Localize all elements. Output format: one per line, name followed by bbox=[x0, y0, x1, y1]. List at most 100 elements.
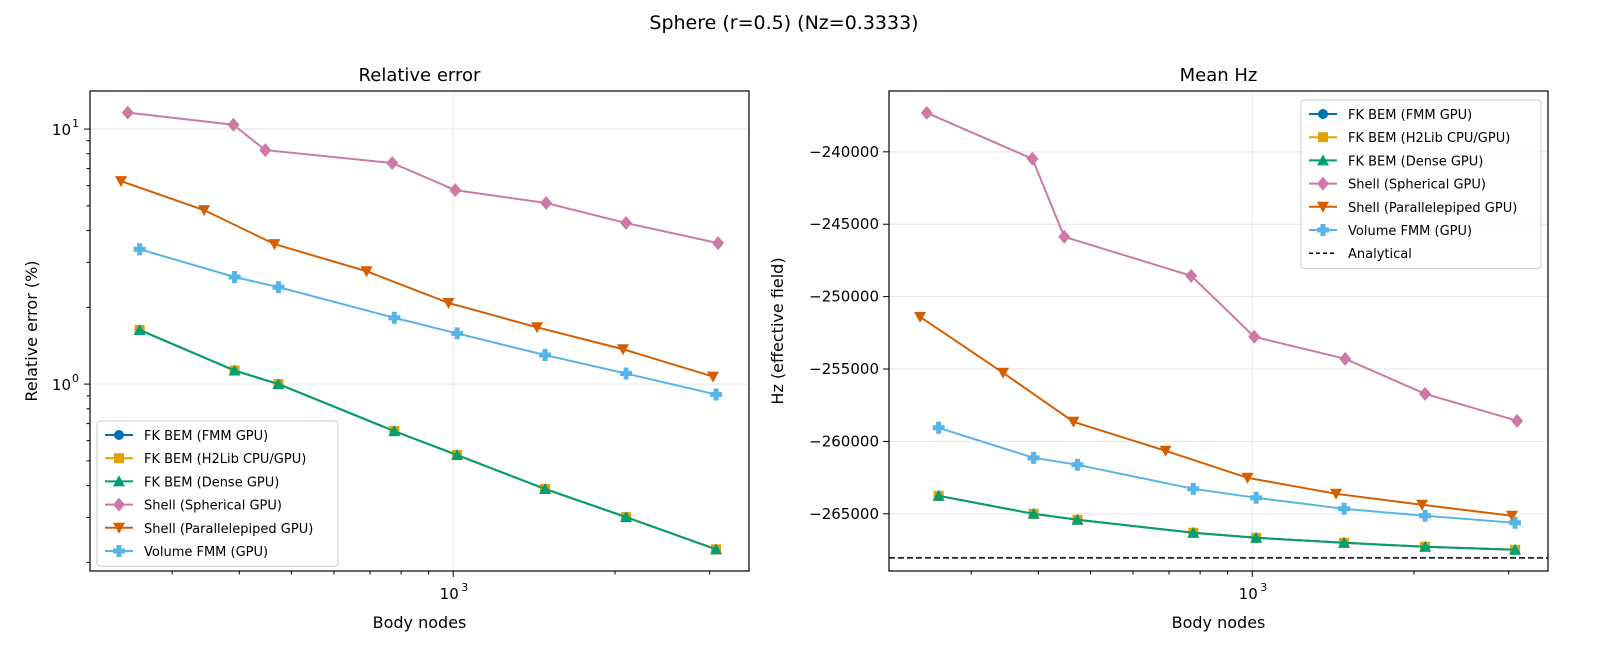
legend-frame bbox=[96, 420, 339, 567]
legend-item: Analytical bbox=[1309, 247, 1412, 262]
series-dense bbox=[133, 323, 723, 555]
series-line-fmm bbox=[938, 494, 1516, 551]
legend-label: Shell (Parallelepiped GPU) bbox=[144, 522, 313, 537]
legend-item: Volume FMM (GPU) bbox=[105, 545, 268, 560]
data-point-dense bbox=[272, 378, 285, 390]
data-point-spherical bbox=[121, 105, 134, 120]
legend-label: Analytical bbox=[1348, 247, 1412, 262]
data-point-dense bbox=[1338, 536, 1351, 548]
series-line-spherical bbox=[926, 111, 1518, 422]
series-dense bbox=[932, 489, 1522, 555]
data-point-spherical bbox=[920, 105, 933, 120]
data-point-volume bbox=[710, 388, 723, 401]
data-point-dense bbox=[1509, 543, 1522, 555]
legend-marker-h2lib bbox=[1318, 132, 1328, 143]
legend-label: FK BEM (H2Lib CPU/GPU) bbox=[144, 452, 306, 467]
data-point-parallelepiped bbox=[1159, 445, 1172, 457]
series-parallelepiped bbox=[115, 176, 720, 383]
axes-title: Relative error bbox=[359, 65, 481, 86]
data-point-dense bbox=[1419, 540, 1432, 552]
legend-item: Shell (Spherical GPU) bbox=[105, 497, 282, 514]
legend-item: Shell (Parallelepiped GPU) bbox=[1309, 201, 1517, 216]
legend-marker-volume bbox=[1317, 224, 1329, 236]
data-point-parallelepiped bbox=[617, 344, 630, 356]
data-point-parallelepiped bbox=[1330, 488, 1343, 500]
data-point-dense bbox=[1071, 513, 1084, 525]
data-point-spherical bbox=[386, 156, 399, 171]
legend-label: Volume FMM (GPU) bbox=[1348, 224, 1472, 239]
y-tick-label: −260000 bbox=[809, 432, 879, 450]
series-volume bbox=[932, 421, 1522, 529]
data-point-spherical bbox=[712, 236, 725, 251]
series-h2lib bbox=[933, 490, 1521, 555]
data-point-dense bbox=[539, 482, 552, 494]
y-tick-label: 10 bbox=[52, 121, 71, 139]
data-point-spherical bbox=[1419, 386, 1432, 401]
axes-title: Mean Hz bbox=[1180, 65, 1258, 86]
data-point-dense bbox=[620, 511, 633, 523]
x-tick-label: 10 bbox=[1239, 585, 1258, 603]
data-point-spherical bbox=[540, 195, 553, 210]
data-point-parallelepiped bbox=[442, 297, 455, 309]
y-tick-label: −255000 bbox=[809, 360, 879, 378]
series-line-volume bbox=[938, 426, 1516, 524]
legend-item: Shell (Parallelepiped GPU) bbox=[105, 522, 313, 537]
series-spherical bbox=[121, 105, 725, 251]
legend-item: Shell (Spherical GPU) bbox=[1309, 176, 1486, 193]
legend-item: FK BEM (H2Lib CPU/GPU) bbox=[105, 452, 306, 467]
legend-frame bbox=[1300, 99, 1542, 269]
legend-label: FK BEM (FMM GPU) bbox=[1348, 108, 1472, 123]
data-point-parallelepiped bbox=[531, 322, 544, 334]
legend-item: FK BEM (H2Lib CPU/GPU) bbox=[1309, 131, 1510, 146]
legend-marker-fmm bbox=[1318, 109, 1328, 119]
data-point-volume bbox=[1419, 509, 1432, 522]
legend-marker-spherical bbox=[1317, 176, 1329, 191]
axes-frame bbox=[89, 90, 750, 572]
data-point-volume bbox=[133, 243, 146, 256]
y-axis-label: Hz (effective field) bbox=[768, 257, 787, 404]
data-point-volume bbox=[451, 327, 464, 340]
y-tick-label: −245000 bbox=[809, 215, 879, 233]
data-point-parallelepiped bbox=[914, 311, 927, 323]
y-tick-label-exponent: 0 bbox=[72, 372, 79, 385]
data-point-volume bbox=[228, 270, 241, 283]
data-point-parallelepiped bbox=[707, 371, 720, 383]
y-axis-label: Relative error (%) bbox=[22, 260, 41, 401]
data-point-volume bbox=[388, 311, 401, 324]
data-point-spherical bbox=[1058, 229, 1071, 244]
x-axis-label: Body nodes bbox=[373, 613, 467, 632]
legend-item: Volume FMM (GPU) bbox=[1309, 224, 1472, 239]
legend-marker-parallelepiped bbox=[1317, 201, 1329, 213]
data-point-spherical bbox=[1026, 151, 1039, 166]
data-point-volume bbox=[1027, 451, 1040, 464]
data-point-spherical bbox=[227, 117, 240, 132]
legend-item: FK BEM (Dense GPU) bbox=[1309, 154, 1483, 169]
legend-label: FK BEM (Dense GPU) bbox=[1348, 154, 1483, 169]
data-point-volume bbox=[539, 349, 552, 362]
legend: FK BEM (FMM GPU) FK BEM (H2Lib CPU/GPU) FK… bbox=[96, 420, 339, 567]
legend-item: FK BEM (FMM GPU) bbox=[105, 429, 268, 444]
legend-label: Shell (Spherical GPU) bbox=[1348, 178, 1486, 193]
data-point-dense bbox=[388, 425, 401, 437]
data-point-parallelepiped bbox=[1067, 416, 1080, 428]
legend-marker-dense bbox=[113, 475, 125, 487]
data-point-dense bbox=[1250, 531, 1263, 543]
y-tick-label: 10 bbox=[52, 376, 71, 394]
legend-marker-spherical bbox=[113, 497, 125, 512]
series-fmm bbox=[933, 490, 1521, 555]
series-line-h2lib bbox=[938, 494, 1516, 551]
series-line-dense bbox=[139, 329, 717, 551]
data-point-volume bbox=[1338, 502, 1351, 515]
series-parallelepiped bbox=[914, 311, 1519, 522]
data-point-parallelepiped bbox=[1506, 510, 1519, 522]
data-point-volume bbox=[1509, 516, 1522, 529]
data-point-volume bbox=[272, 281, 285, 294]
data-point-parallelepiped bbox=[268, 239, 281, 251]
data-point-dense bbox=[710, 543, 723, 555]
legend-label: FK BEM (FMM GPU) bbox=[144, 429, 268, 444]
data-point-parallelepiped bbox=[1416, 499, 1429, 511]
legend-label: FK BEM (Dense GPU) bbox=[144, 475, 279, 490]
y-tick-label: −250000 bbox=[809, 288, 879, 306]
